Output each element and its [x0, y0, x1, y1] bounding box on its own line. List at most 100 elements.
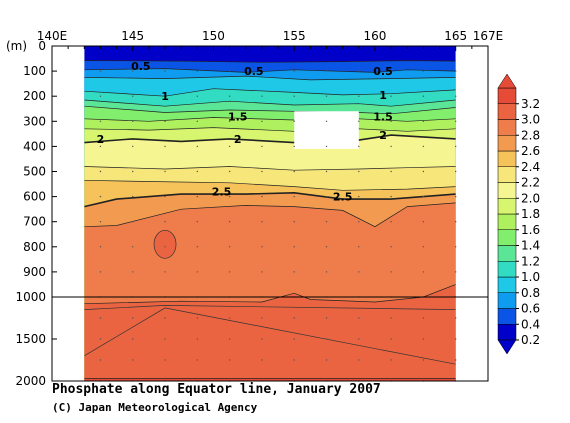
- x-tick-label: 145: [121, 29, 144, 43]
- sample-dot: [196, 271, 199, 273]
- sample-dot: [325, 195, 328, 198]
- sample-dot: [293, 95, 295, 97]
- x-tick-label: 150: [202, 29, 225, 43]
- sample-dot: [325, 317, 328, 319]
- colorbar-swatch: [497, 229, 517, 246]
- colorbar-swatch: [497, 119, 517, 136]
- colorbar-tick-label: 3.0: [521, 113, 540, 127]
- sample-dot: [422, 271, 425, 273]
- sample-dot: [261, 221, 263, 223]
- sample-dot: [261, 317, 263, 319]
- colorbar-tick-label: 2.6: [521, 144, 540, 158]
- sample-dot: [358, 145, 360, 148]
- lower-contour: [84, 305, 456, 310]
- contour-label: 1: [161, 90, 169, 103]
- sample-dot: [164, 145, 166, 148]
- contour-label: 2: [97, 133, 105, 146]
- sample-dot: [196, 246, 199, 248]
- sample-dot: [422, 317, 425, 319]
- sample-dot: [325, 221, 328, 223]
- contour-label: 0.5: [131, 60, 151, 73]
- colorbar-swatch: [497, 150, 517, 167]
- sample-dot: [455, 221, 457, 223]
- sample-dot: [228, 271, 231, 273]
- sample-dot: [455, 145, 457, 148]
- y-tick-label: 100: [23, 64, 46, 78]
- sample-dot: [325, 338, 328, 340]
- sample-dot: [390, 338, 392, 340]
- colorbar-swatch: [497, 182, 517, 199]
- sample-dot: [358, 271, 360, 273]
- sample-dot: [358, 359, 360, 361]
- y-tick-label: 200: [23, 89, 46, 103]
- sample-dot: [228, 359, 231, 361]
- sample-dot: [99, 70, 102, 72]
- sample-dot: [99, 221, 102, 223]
- sample-dot: [261, 338, 263, 340]
- sample-dot: [455, 271, 457, 273]
- sample-dot: [99, 95, 102, 97]
- sample-dot: [132, 221, 134, 223]
- y-unit-label: (m): [6, 39, 27, 53]
- colorbar-swatch: [497, 87, 517, 104]
- sample-dot: [132, 246, 134, 248]
- sample-dot: [390, 246, 392, 248]
- colorbar-swatch: [497, 324, 517, 341]
- sample-dot: [390, 221, 392, 223]
- sample-dot: [164, 246, 166, 248]
- contour-line-2.4: [84, 179, 456, 191]
- sample-dot: [455, 120, 457, 123]
- sample-dot: [358, 170, 360, 173]
- sample-dot: [390, 317, 392, 319]
- x-tick-label: 155: [283, 29, 306, 43]
- sample-dot: [196, 95, 199, 97]
- sample-dot: [99, 195, 102, 198]
- colorbar-swatch: [497, 308, 517, 325]
- sample-dot: [293, 246, 295, 248]
- contour-label: 1.5: [228, 110, 248, 123]
- sample-dot: [132, 170, 134, 173]
- colorbar-swatch: [497, 166, 517, 183]
- sample-dot: [99, 170, 102, 173]
- y-tick-label: 500: [23, 165, 46, 179]
- sample-dot: [196, 317, 199, 319]
- sample-dot: [422, 195, 425, 198]
- sample-dot: [358, 317, 360, 319]
- colorbar-swatch: [497, 213, 517, 230]
- colorbar-swatch: [497, 245, 517, 262]
- sample-dot: [390, 70, 392, 72]
- contour-line-1.2: [84, 99, 456, 107]
- contour-line-2.2: [84, 166, 456, 171]
- sample-dot: [325, 70, 328, 72]
- y-tick-label: 1000: [15, 290, 46, 304]
- sample-dot: [293, 221, 295, 223]
- colorbar-tick-label: 2.0: [521, 191, 540, 205]
- sample-dot: [422, 359, 425, 361]
- sample-dot: [422, 170, 425, 173]
- sample-dot: [358, 338, 360, 340]
- sample-dot: [261, 271, 263, 273]
- colorbar-swatch: [497, 198, 517, 215]
- sample-dot: [455, 170, 457, 173]
- sample-dot: [99, 120, 102, 123]
- sample-dot: [164, 317, 166, 319]
- sample-dot: [293, 145, 295, 148]
- sample-dot: [261, 120, 263, 123]
- sample-dot: [390, 359, 392, 361]
- sample-dot: [164, 70, 166, 72]
- sample-dot: [293, 195, 295, 198]
- sample-dot: [164, 271, 166, 273]
- sample-dot: [196, 70, 199, 72]
- sample-dot: [455, 359, 457, 361]
- sample-dot: [325, 145, 328, 148]
- sample-dot: [261, 359, 263, 361]
- sample-dot: [99, 145, 102, 148]
- sample-dot: [422, 95, 425, 97]
- sample-dot: [261, 170, 263, 173]
- sample-dot: [455, 317, 457, 319]
- contour-label: 0.5: [244, 65, 264, 78]
- sample-dot: [293, 338, 295, 340]
- contour-line-1.6: [84, 117, 456, 122]
- sample-dot: [228, 338, 231, 340]
- sample-dot: [99, 317, 102, 319]
